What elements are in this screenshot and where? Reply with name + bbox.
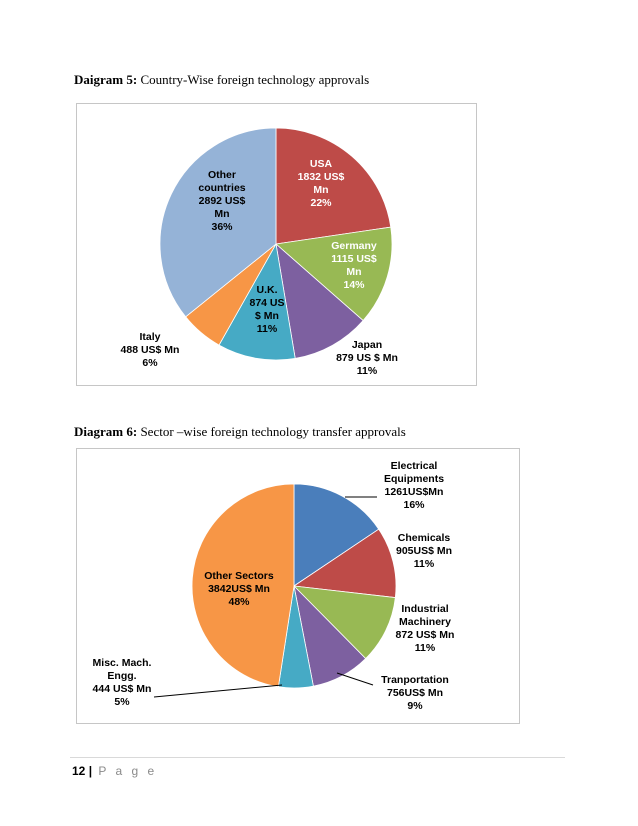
pie-slice-other-countries: [159, 127, 277, 318]
country-pie-svg: USA 1832 US$ Mn 22% Germany 1115 US$ Mn 14% Japa…: [121, 127, 398, 377]
diagram-5-caption: Daigram 5: Country-Wise foreign technolo…: [74, 72, 369, 88]
pie-slice-japan: [275, 242, 364, 359]
page-footer: 12 | P a g e: [72, 764, 157, 778]
data-label-chemicals: Chemicals 905US$ Mn 11%: [396, 532, 452, 570]
country-pie-chart: USA 1832 US$ Mn 22% Germany 1115 US$ Mn 14% Japa…: [76, 103, 477, 386]
page-number: 12: [72, 764, 86, 778]
data-label-tranportation: Tranportation 756US$ Mn 9%: [381, 674, 449, 712]
pie-slice-electrical-equipments: [293, 483, 380, 587]
leader-line-tranportation: [336, 672, 374, 686]
sector-pie-svg: Electrical Equipments 1261US$Mn 16% Chemical…: [93, 460, 455, 712]
data-label-usa: USA 1832 US$ Mn 22%: [298, 158, 345, 209]
data-label-other-countries: Other countries 2892 US$ Mn 36%: [198, 169, 245, 233]
pie-slice-other-sectors: [191, 483, 295, 688]
data-label-japan: Japan 879 US $ Mn 11%: [336, 339, 398, 377]
diagram-6-caption: Diagram 6: Sector –wise foreign technolo…: [74, 424, 406, 440]
data-label-u-k: U.K. 874 US $ Mn 11%: [249, 284, 284, 335]
pie-slice-germany: [275, 226, 393, 322]
pie-slice-u-k: [218, 242, 296, 361]
data-label-misc-mach-engg: Misc. Mach. Engg. 444 US$ Mn 5%: [93, 657, 152, 708]
diagram-5-caption-text: Country-Wise foreign technology approval…: [137, 72, 370, 87]
pie-slice-usa: [275, 127, 392, 245]
footer-separator: |: [88, 764, 93, 778]
diagram-6-caption-label: Diagram 6:: [74, 424, 138, 439]
pie-slice-chemicals: [292, 528, 397, 599]
data-label-other-sectors: Other Sectors 3842US$ Mn 48%: [204, 570, 274, 608]
page-word: P a g e: [98, 764, 158, 778]
footer-divider: [70, 757, 565, 758]
pie-slice-industrial-machinery: [292, 585, 396, 660]
diagram-5-caption-label: Daigram 5:: [74, 72, 138, 87]
diagram-6-caption-text: Sector –wise foreign technology transfer…: [137, 424, 406, 439]
data-label-germany: Germany 1115 US$ Mn 14%: [331, 240, 377, 291]
sector-pie-chart: Electrical Equipments 1261US$Mn 16% Chemical…: [76, 448, 520, 724]
leader-line-misc-mach-engg: [153, 684, 283, 698]
data-label-italy: Italy 488 US$ Mn 6%: [121, 331, 180, 369]
data-label-electrical-equipments: Electrical Equipments 1261US$Mn 16%: [384, 460, 444, 511]
data-label-industrial-machinery: Industrial Machinery 872 US$ Mn 11%: [396, 603, 455, 654]
